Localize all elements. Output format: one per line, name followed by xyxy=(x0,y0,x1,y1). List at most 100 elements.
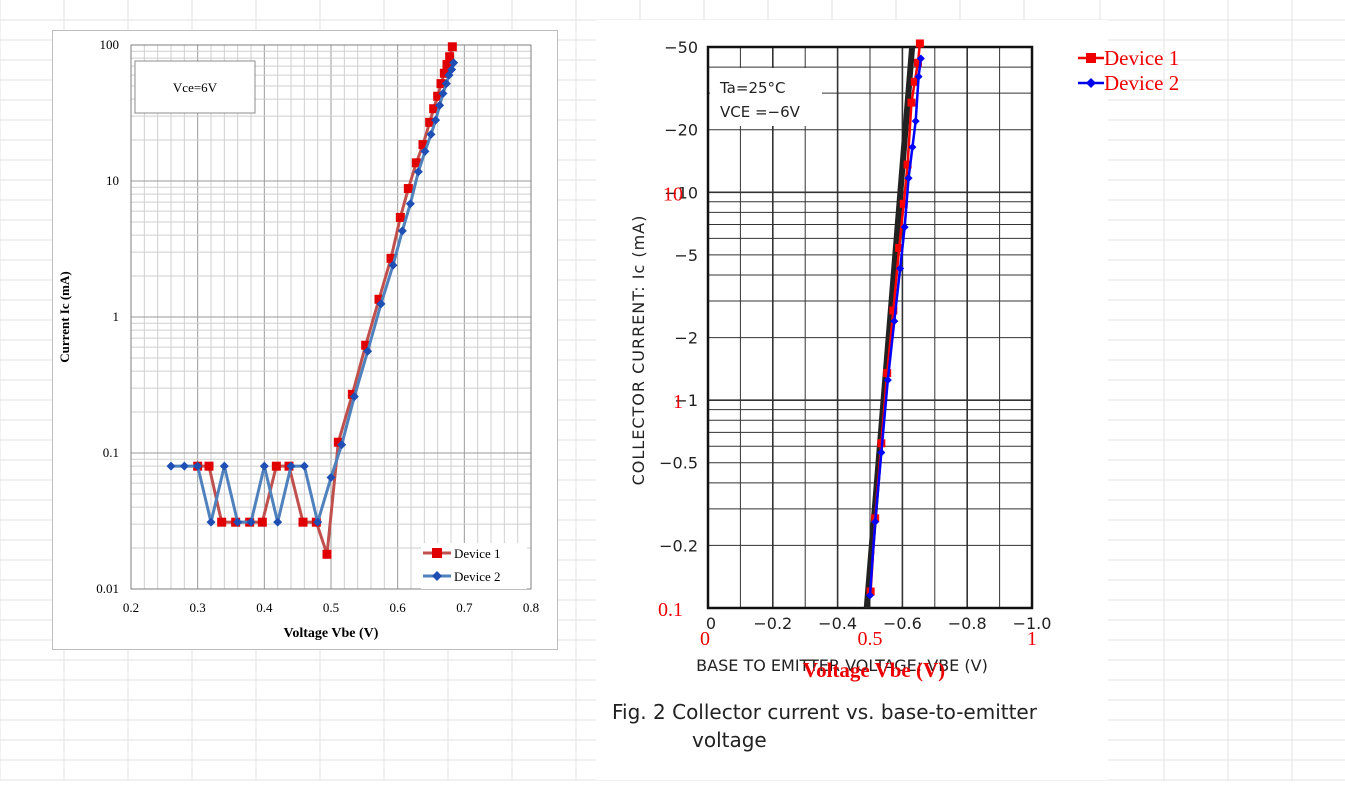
left-point-device-1 xyxy=(298,517,308,527)
right-point-device-2 xyxy=(916,54,925,63)
left-point-device-1 xyxy=(436,79,446,89)
scan-x-axis-label: BASE TO EMITTER VOLTAGE: VBE (V) xyxy=(696,656,988,675)
left-series-line-1 xyxy=(197,46,454,556)
left-point-device-2 xyxy=(219,461,229,471)
left-point-device-1 xyxy=(386,253,396,263)
scan-x-tick-label: −0.2 xyxy=(753,614,792,633)
left-point-device-1 xyxy=(447,42,457,52)
right-point-device-2 xyxy=(914,72,923,81)
left-point-device-2 xyxy=(273,517,283,527)
right-point-device-1 xyxy=(889,306,898,315)
right-point-device-2 xyxy=(900,223,909,232)
ta-label: Ta=25°C xyxy=(719,79,786,97)
left-series xyxy=(166,42,459,559)
left-y-axis-label: Current Ic (mA) xyxy=(57,271,72,362)
overlay-x-tick-label: 1 xyxy=(1027,628,1037,650)
left-y-tick-label: 10 xyxy=(106,173,119,188)
left-point-device-1 xyxy=(429,104,439,114)
vce-annotation: Vce=6V xyxy=(173,80,218,95)
overlay-y-tick-labels: 0.1 1 10 xyxy=(658,183,683,621)
scan-x-tick-label: −0.4 xyxy=(818,614,857,633)
scan-x-tick-labels: 0 −0.2 −0.4 −0.6 −0.8 −1.0 xyxy=(706,614,1052,633)
right-point-device-2 xyxy=(908,143,917,152)
left-point-device-1 xyxy=(374,294,384,304)
right-point-device-2 xyxy=(911,117,920,126)
overlay-y-tick-label: 10 xyxy=(663,183,683,205)
left-point-device-1 xyxy=(322,549,332,559)
left-x-tick-label: 0.3 xyxy=(190,600,206,615)
right-legend-label-device-1: Device 1 xyxy=(1104,46,1179,70)
left-x-tick-label: 0.2 xyxy=(123,600,139,615)
left-x-tick-label: 0.6 xyxy=(390,600,407,615)
left-point-device-1 xyxy=(204,461,214,471)
left-point-device-2 xyxy=(299,461,309,471)
right-legend-label-device-2: Device 2 xyxy=(1104,71,1179,95)
left-point-device-2 xyxy=(246,517,256,527)
figure-caption-line-2: voltage xyxy=(692,728,767,752)
right-point-device-1 xyxy=(915,39,924,48)
scan-x-tick-label: 0 xyxy=(706,614,716,633)
left-point-device-2 xyxy=(426,129,436,139)
right-chart-panel[interactable]: Ta=25°C VCE =−6V −50 −20 −10 −5 −2 −1 −0.5 −0.2… xyxy=(596,20,1108,780)
left-plot-border xyxy=(130,44,532,590)
right-legend-marker-device-2 xyxy=(1086,78,1096,88)
left-y-tick-label: 0.1 xyxy=(103,445,119,460)
scan-y-tick-label: −1 xyxy=(674,391,698,410)
left-y-tick-label: 100 xyxy=(100,37,120,52)
left-point-device-1 xyxy=(425,117,435,127)
left-point-device-1 xyxy=(257,517,267,527)
left-point-device-2 xyxy=(206,517,216,527)
left-point-device-2 xyxy=(449,58,459,68)
left-x-tick-label: 0.7 xyxy=(456,600,473,615)
right-point-device-2 xyxy=(890,317,899,326)
left-point-device-1 xyxy=(271,461,281,471)
overlay-y-tick-label: 1 xyxy=(673,391,683,413)
left-x-tick-label: 0.8 xyxy=(523,600,539,615)
left-point-device-1 xyxy=(411,158,421,168)
left-point-device-2 xyxy=(405,199,415,209)
left-point-device-2 xyxy=(166,461,176,471)
left-x-tick-labels: 0.2 0.3 0.4 0.5 0.6 0.7 0.8 xyxy=(123,600,539,615)
left-point-device-1 xyxy=(445,52,455,62)
right-point-device-1 xyxy=(895,243,904,252)
left-point-device-2 xyxy=(313,517,323,527)
scan-y-tick-label: −50 xyxy=(664,38,698,57)
right-series-line-2 xyxy=(868,58,923,596)
scan-y-tick-label: −10 xyxy=(664,183,698,202)
left-point-device-1 xyxy=(403,184,413,194)
legend-marker-device-2 xyxy=(432,571,442,581)
left-point-device-2 xyxy=(438,88,448,98)
left-chart: 0.2 0.3 0.4 0.5 0.6 0.7 0.8 0.01 0.1 1 10 100 Vce=… xyxy=(57,37,539,641)
right-point-device-2 xyxy=(871,517,880,526)
right-point-device-2 xyxy=(877,448,886,457)
right-point-device-1 xyxy=(907,98,916,107)
right-point-device-2 xyxy=(883,375,892,384)
left-point-device-2 xyxy=(376,299,386,309)
left-x-tick-label: 0.5 xyxy=(323,600,339,615)
left-point-device-2 xyxy=(286,461,296,471)
right-point-device-2 xyxy=(904,174,913,183)
left-point-device-1 xyxy=(395,212,405,222)
left-x-axis-label: Voltage Vbe (V) xyxy=(284,626,379,641)
left-y-tick-label: 1 xyxy=(113,309,120,324)
left-point-device-2 xyxy=(193,461,203,471)
left-point-device-2 xyxy=(363,346,373,356)
left-chart-panel[interactable]: 0.2 0.3 0.4 0.5 0.6 0.7 0.8 0.01 0.1 1 10 100 Vce=… xyxy=(52,30,558,650)
right-plot-border xyxy=(706,45,1034,610)
left-point-device-2 xyxy=(435,100,445,110)
overlay-x-tick-labels: 0 0.5 1 xyxy=(700,628,1037,650)
left-point-device-2 xyxy=(441,79,451,89)
left-point-device-2 xyxy=(388,260,398,270)
conditions-box xyxy=(710,68,822,126)
right-series xyxy=(866,39,925,600)
right-point-device-1 xyxy=(903,160,912,169)
legend-marker-device-1 xyxy=(432,548,442,558)
right-chart: Ta=25°C VCE =−6V −50 −20 −10 −5 −2 −1 −0.5 −0.2… xyxy=(612,38,1052,752)
right-point-device-1 xyxy=(883,369,892,378)
scan-y-tick-label: −20 xyxy=(664,121,698,140)
right-y-axis-label: COLLECTOR CURRENT: Ic (mA) xyxy=(629,215,648,486)
overlay-x-tick-label: 0 xyxy=(700,628,710,650)
right-scan-gridlines xyxy=(707,46,1033,608)
left-point-device-2 xyxy=(413,167,423,177)
scan-y-tick-label: −2 xyxy=(674,329,698,348)
